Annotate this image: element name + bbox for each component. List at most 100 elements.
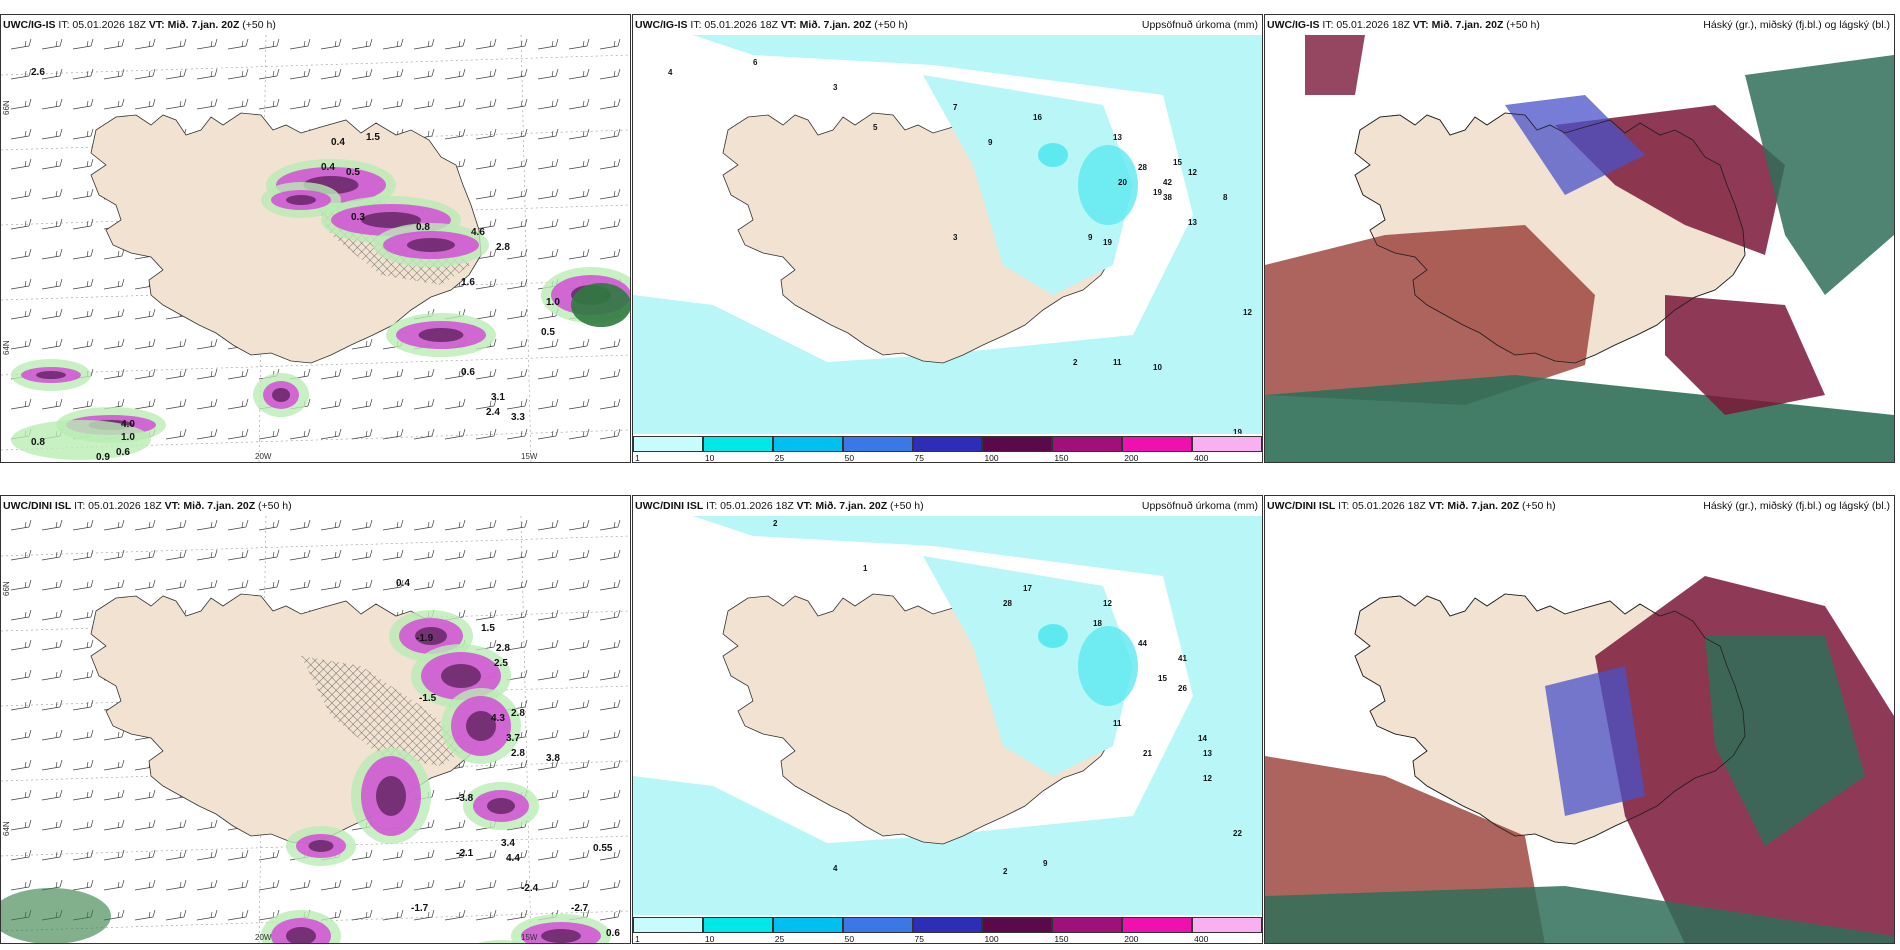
wind-barb	[72, 519, 94, 531]
lon-label-15w: 15W	[521, 452, 538, 461]
model-name: UWC/IG-IS	[635, 19, 688, 31]
precip-value-label: 8	[1223, 193, 1228, 202]
wind-barb	[506, 68, 528, 80]
wind-barb	[10, 519, 32, 531]
wind-barb	[599, 759, 621, 771]
lon-label-15w: 15W	[521, 933, 538, 942]
wind-barb	[10, 278, 32, 290]
precip-core	[541, 929, 581, 943]
wind-barb	[227, 879, 249, 891]
wind-barb	[165, 909, 187, 921]
precip-value-label: 28	[1003, 599, 1012, 608]
legend-color-box	[1052, 917, 1123, 933]
wind-barb	[41, 609, 63, 621]
precip-core	[308, 840, 334, 852]
wind-barb	[599, 368, 621, 380]
wind-barb	[227, 519, 249, 531]
precip-value-label: 9	[988, 138, 993, 147]
wind-barb	[103, 278, 125, 290]
wind-barb	[506, 879, 528, 891]
model-name: UWC/IG-IS	[1267, 19, 1320, 31]
wind-barb	[413, 428, 435, 440]
wind-barb	[10, 549, 32, 561]
wind-barb	[599, 729, 621, 741]
wind-barb	[537, 669, 559, 681]
wind-barb	[227, 68, 249, 80]
panel-header: UWC/IG-IS IT: 05.01.2026 18Z VT: Mið. 7.…	[633, 15, 1262, 35]
wind-barb	[134, 98, 156, 110]
panel-precip-bottom: UWC/DINI ISL IT: 05.01.2026 18Z VT: Mið.…	[632, 495, 1263, 944]
wind-barb	[134, 549, 156, 561]
wind-barb	[568, 38, 590, 50]
wind-barb	[599, 579, 621, 591]
wind-barb	[41, 308, 63, 320]
precip-area-south	[633, 295, 1262, 435]
wind-barb	[134, 308, 156, 320]
wind-barb	[537, 819, 559, 831]
valid-time: VT: Mið. 7.jan. 20Z	[796, 500, 888, 512]
wind-value-label: 0.3	[351, 212, 365, 223]
wind-barb	[599, 158, 621, 170]
wind-barb	[10, 128, 32, 140]
wind-barb	[165, 879, 187, 891]
legend-tick: 50	[844, 453, 855, 463]
wind-barb	[134, 579, 156, 591]
wind-barb	[568, 338, 590, 350]
wind-barb	[196, 428, 218, 440]
wind-barb	[10, 759, 32, 771]
wind-barb	[196, 819, 218, 831]
lead-time: (+50 h)	[890, 500, 924, 512]
wind-barb	[41, 248, 63, 260]
wind-barb	[10, 879, 32, 891]
wind-barb	[72, 38, 94, 50]
precip-value-label: 2	[1073, 358, 1078, 367]
panel-wind-bottom: UWC/DINI ISL IT: 05.01.2026 18Z VT: Mið.…	[0, 495, 631, 944]
legend-color-box	[633, 917, 703, 933]
wind-barb	[72, 68, 94, 80]
wind-barb	[134, 849, 156, 861]
wind-barb	[537, 849, 559, 861]
wind-barb	[537, 158, 559, 170]
wind-barb	[103, 759, 125, 771]
wind-barb	[568, 759, 590, 771]
wind-value-label: 0.8	[31, 437, 45, 448]
wind-barb	[103, 368, 125, 380]
legend-color-box	[1122, 917, 1193, 933]
precip-core	[376, 776, 406, 816]
wind-barb	[351, 519, 373, 531]
wind-barb	[41, 98, 63, 110]
wind-barb	[351, 909, 373, 921]
wind-barb	[72, 789, 94, 801]
wind-barb	[382, 38, 404, 50]
wind-barb	[506, 398, 528, 410]
wind-barb	[599, 38, 621, 50]
wind-barb	[382, 909, 404, 921]
green-area	[571, 283, 630, 327]
wind-barb	[568, 128, 590, 140]
precip-value-label: 15	[1173, 158, 1182, 167]
wind-barb	[134, 368, 156, 380]
wind-barb	[320, 579, 342, 591]
precip-core	[415, 627, 447, 645]
wind-barb	[475, 308, 497, 320]
wind-barb	[444, 819, 466, 831]
wind-barb	[568, 519, 590, 531]
wind-barb	[10, 68, 32, 80]
wind-barb	[568, 68, 590, 80]
wind-barb	[134, 519, 156, 531]
wind-value-label: 3.1	[491, 392, 505, 403]
model-name: UWC/DINI ISL	[3, 500, 72, 512]
wind-barb	[568, 188, 590, 200]
wind-barb	[568, 248, 590, 260]
wind-barb	[134, 789, 156, 801]
precip-value-label: 12	[1243, 308, 1252, 317]
wind-barb	[444, 68, 466, 80]
wind-barb	[537, 729, 559, 741]
precip-core	[286, 195, 316, 205]
legend-color-box	[772, 917, 843, 933]
wind-barb	[10, 579, 32, 591]
wind-barb	[382, 849, 404, 861]
legend-color-box	[912, 436, 983, 452]
panel-cloud-top: UWC/IG-IS IT: 05.01.2026 18Z VT: Mið. 7.…	[1264, 14, 1895, 463]
wind-barb	[568, 98, 590, 110]
